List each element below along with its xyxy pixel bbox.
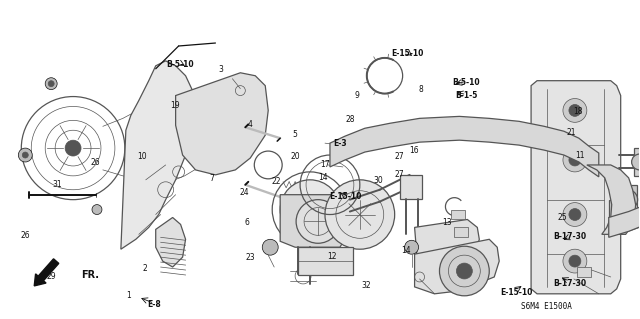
Polygon shape [587,165,636,234]
Circle shape [92,204,102,214]
Text: B-1-5: B-1-5 [456,91,477,100]
Circle shape [22,152,28,158]
Polygon shape [609,192,640,237]
Text: E-15-10: E-15-10 [392,49,424,58]
Polygon shape [330,116,599,177]
Text: 2: 2 [142,264,147,273]
Circle shape [456,263,472,279]
Text: 20: 20 [291,152,301,161]
Text: 29: 29 [46,272,56,281]
Circle shape [45,78,57,90]
Polygon shape [121,61,196,249]
Text: B-5-10: B-5-10 [452,78,481,86]
Text: 14: 14 [318,173,328,182]
Text: 25: 25 [557,212,567,222]
Text: B-17-30: B-17-30 [553,279,586,288]
Circle shape [262,239,278,255]
Text: 8: 8 [419,85,423,94]
Text: 4: 4 [248,120,252,129]
Text: 17: 17 [320,160,330,169]
Circle shape [404,240,419,254]
Circle shape [569,105,581,116]
Text: 27: 27 [395,170,404,179]
Text: B-17-30: B-17-30 [553,232,586,241]
Text: 24: 24 [240,188,250,197]
Text: 26: 26 [20,231,31,240]
Text: 31: 31 [52,180,62,189]
Bar [454,227,468,237]
Text: 13: 13 [443,218,452,226]
Text: E-15-10: E-15-10 [330,192,362,201]
Circle shape [618,190,637,210]
Bar [298,247,353,275]
Text: E-8: E-8 [147,300,161,309]
Circle shape [440,246,489,296]
Text: 7: 7 [209,174,214,183]
Text: 1: 1 [127,291,131,300]
Circle shape [569,209,581,220]
Text: 26: 26 [91,158,100,167]
Text: 3: 3 [219,65,223,74]
Text: 19: 19 [170,101,180,110]
Text: 9: 9 [355,91,360,100]
Text: 5: 5 [292,130,297,139]
Text: 27: 27 [395,152,404,161]
Text: 14: 14 [401,246,411,255]
FancyArrow shape [35,259,59,286]
Text: E-15-10: E-15-10 [500,288,532,297]
Polygon shape [175,73,268,175]
Polygon shape [531,81,621,294]
Polygon shape [415,219,479,271]
Bar [399,175,422,199]
Polygon shape [415,239,499,294]
Circle shape [65,140,81,156]
Text: S6M4 E1500A: S6M4 E1500A [521,302,572,311]
Text: 32: 32 [361,281,371,290]
Circle shape [19,148,32,162]
Bar [451,210,465,219]
Text: 11: 11 [575,151,585,160]
Circle shape [563,148,587,172]
Text: FR.: FR. [81,270,99,280]
Circle shape [48,81,54,87]
Circle shape [280,180,340,239]
Text: 30: 30 [374,175,383,185]
Text: 10: 10 [137,152,147,161]
Circle shape [563,99,587,122]
Text: 18: 18 [573,107,583,116]
Text: 16: 16 [410,146,419,155]
Text: 21: 21 [567,128,577,137]
Text: 28: 28 [346,115,355,123]
Bar [619,185,637,214]
Text: 12: 12 [327,252,336,261]
Circle shape [563,203,587,226]
Bar [577,267,591,277]
Text: 6: 6 [244,218,249,227]
Circle shape [325,180,395,249]
Circle shape [569,154,581,166]
Bar [634,148,640,176]
Polygon shape [280,195,350,247]
Text: B-5-10: B-5-10 [166,60,194,69]
Text: 23: 23 [245,253,255,262]
Polygon shape [156,218,186,267]
Text: 22: 22 [272,177,282,186]
Circle shape [569,255,581,267]
Circle shape [632,154,640,170]
Text: E-3: E-3 [333,138,348,148]
Circle shape [296,200,340,243]
Circle shape [563,249,587,273]
Bar [609,200,627,227]
